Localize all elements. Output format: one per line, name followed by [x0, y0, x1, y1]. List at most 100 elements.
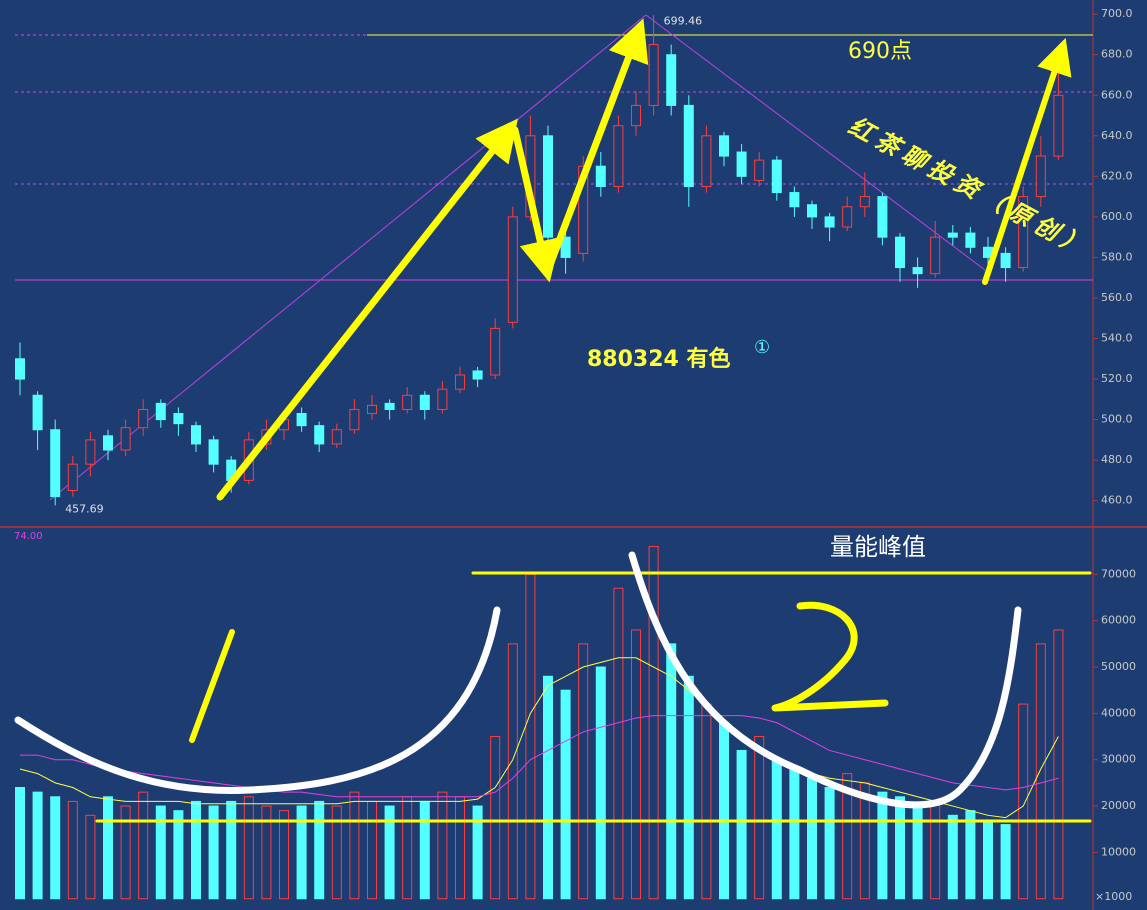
volume-bar	[525, 573, 536, 900]
candles	[15, 15, 1064, 506]
y-tick-label: 700.0	[1101, 7, 1133, 20]
volume-bar	[490, 736, 501, 900]
volume-bar	[208, 805, 219, 900]
candle-body	[648, 44, 659, 106]
peak-label: 699.46	[664, 14, 703, 27]
volume-bar	[1035, 643, 1046, 900]
volume-bar	[895, 796, 905, 900]
low-label: 457.69	[65, 502, 104, 515]
y-tick-label: 20000	[1101, 799, 1136, 812]
y-tick-label: 70000	[1101, 567, 1136, 580]
candle-body	[754, 159, 765, 181]
volume-bar	[1053, 629, 1064, 900]
candle-body	[895, 236, 905, 269]
candle-body	[208, 439, 219, 465]
volume-bar	[771, 759, 782, 900]
candle-body	[807, 204, 817, 218]
volume-bar	[314, 800, 325, 900]
volume-bar	[472, 805, 483, 900]
candle-body	[842, 206, 853, 228]
corner-label: 74.00	[14, 531, 43, 542]
y-tick-label: 60000	[1101, 614, 1136, 627]
candle-body	[85, 439, 96, 465]
candle-body	[419, 394, 430, 410]
volume-bar	[455, 796, 465, 900]
ma-line	[19, 657, 1059, 819]
volume-bar	[138, 791, 149, 900]
candle-body	[50, 429, 61, 498]
candle-body	[1018, 196, 1029, 269]
candle-body	[789, 192, 800, 208]
candle-body	[912, 267, 923, 275]
volume-bar	[437, 791, 448, 900]
volume-bar	[296, 805, 307, 900]
volume-bar	[754, 736, 765, 900]
volume-bar	[578, 643, 589, 900]
y-tick-label: 520.0	[1101, 372, 1133, 385]
volume-bar	[419, 800, 430, 900]
y-tick-label: 540.0	[1101, 332, 1133, 345]
volume-bar	[367, 800, 377, 900]
candle-body	[402, 394, 413, 410]
candle-body	[138, 408, 149, 429]
candle-body	[701, 135, 712, 187]
volume-bar	[736, 749, 747, 900]
volume-bar	[384, 805, 395, 900]
candle-body	[296, 413, 307, 427]
candle-body	[191, 425, 201, 445]
y-tick-label: 560.0	[1101, 291, 1133, 304]
candle-body	[349, 408, 360, 431]
volume-bar	[965, 810, 976, 900]
volume-bar	[930, 800, 941, 900]
candle-body	[560, 236, 571, 258]
volume-bar	[877, 791, 888, 900]
candle-body	[683, 104, 694, 187]
volume-bar	[50, 796, 61, 900]
volume-bar	[349, 791, 360, 900]
volume-bar	[648, 546, 659, 900]
candle-body	[331, 429, 342, 445]
volume-bar	[560, 689, 571, 900]
ma-line	[20, 715, 1059, 798]
volume-bar	[719, 722, 729, 900]
candle-body	[543, 135, 553, 238]
volume-bar	[595, 666, 606, 900]
candle-body	[578, 165, 589, 254]
candle-body	[15, 358, 25, 380]
y-tick-label: 680.0	[1101, 48, 1133, 61]
volume-bar	[1000, 824, 1011, 900]
candle-body	[32, 394, 43, 431]
volume-bar	[279, 810, 289, 900]
y-tick-label: 460.0	[1101, 494, 1133, 507]
y-tick-label: 500.0	[1101, 413, 1133, 426]
volume-bar	[666, 643, 677, 900]
candle-body	[930, 236, 941, 275]
volume-bar	[807, 777, 817, 900]
volume-bar	[103, 796, 113, 900]
y-tick-label: 660.0	[1101, 88, 1133, 101]
volume-bar	[701, 703, 712, 900]
candle-body	[67, 463, 78, 492]
volume-bar	[983, 819, 993, 900]
candle-body	[771, 159, 782, 194]
candle-body	[877, 196, 888, 238]
candle-body	[367, 404, 377, 415]
volume-bar	[842, 773, 853, 900]
chart-title: 880324 有色	[587, 346, 731, 372]
y-tick-label: 580.0	[1101, 250, 1133, 263]
volume-bar	[824, 787, 835, 900]
y-tick-label: 40000	[1101, 706, 1136, 719]
volume-bar	[613, 587, 624, 900]
y-tick-label: 10000	[1101, 845, 1136, 858]
volume-bar	[15, 787, 25, 900]
volume-bar	[261, 805, 272, 900]
candle-body	[631, 104, 641, 127]
volume-bar	[1018, 703, 1029, 900]
candle-body	[437, 388, 448, 410]
candle-body	[173, 413, 184, 425]
candle-body	[613, 125, 624, 187]
volume-bar	[631, 629, 641, 900]
candle-body	[824, 216, 835, 228]
volume-bar	[543, 675, 553, 900]
unit-label: ×1000	[1095, 890, 1132, 903]
